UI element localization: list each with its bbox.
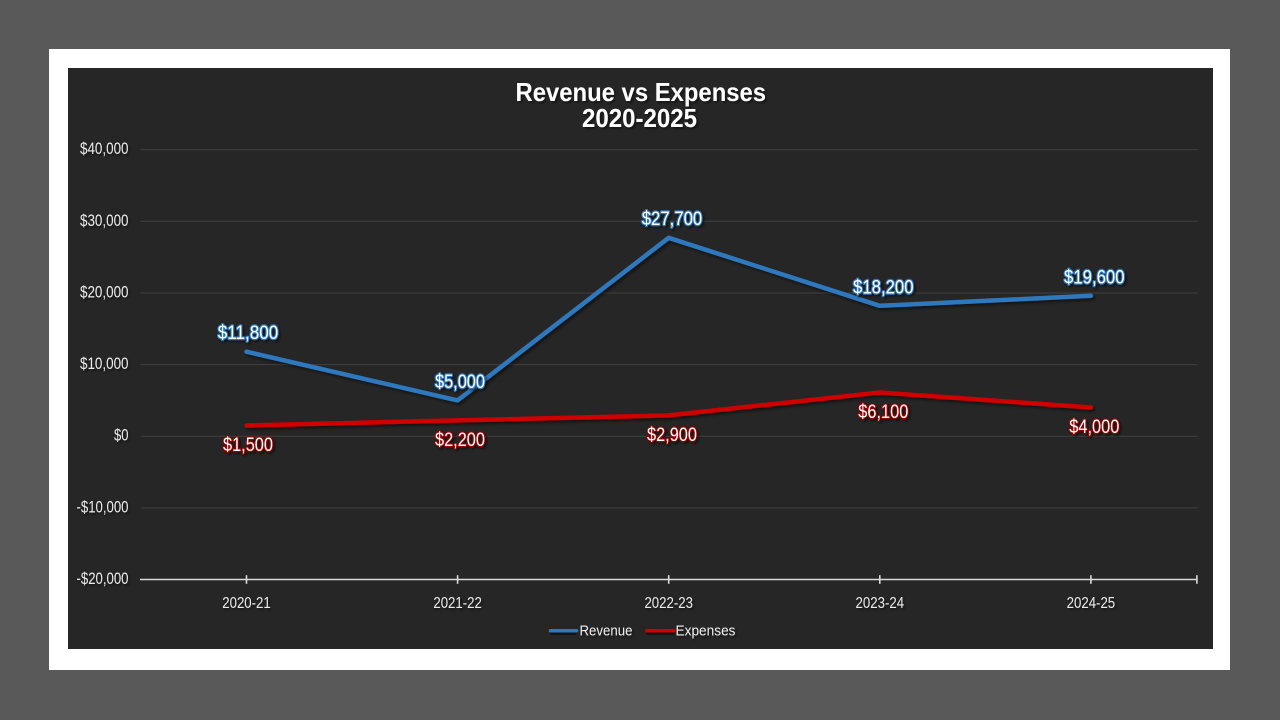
svg-text:$10,000: $10,000 — [80, 355, 129, 373]
svg-text:$5,000: $5,000 — [435, 372, 485, 393]
svg-text:Expenses: Expenses — [676, 623, 736, 640]
svg-text:$18,200: $18,200 — [853, 277, 914, 298]
svg-text:2024-25: 2024-25 — [1067, 595, 1116, 612]
svg-text:-$10,000: -$10,000 — [77, 498, 129, 516]
svg-text:2020-21: 2020-21 — [222, 595, 271, 612]
svg-text:-$20,000: -$20,000 — [77, 570, 129, 588]
svg-text:2020-2025: 2020-2025 — [582, 105, 697, 133]
svg-text:$4,000: $4,000 — [1069, 417, 1119, 438]
svg-text:Revenue: Revenue — [580, 623, 633, 640]
svg-text:$2,900: $2,900 — [647, 425, 697, 446]
svg-text:$1,500: $1,500 — [223, 435, 273, 456]
svg-text:$19,600: $19,600 — [1064, 267, 1125, 288]
svg-text:$20,000: $20,000 — [80, 284, 129, 302]
svg-text:$6,100: $6,100 — [858, 402, 908, 423]
svg-text:$27,700: $27,700 — [642, 209, 703, 230]
svg-text:$2,200: $2,200 — [435, 430, 485, 451]
svg-text:2022-23: 2022-23 — [644, 595, 693, 612]
svg-text:$11,800: $11,800 — [218, 323, 279, 344]
svg-text:Revenue vs Expenses: Revenue vs Expenses — [516, 79, 767, 107]
svg-text:$30,000: $30,000 — [80, 212, 129, 230]
svg-text:$0: $0 — [114, 427, 129, 445]
svg-text:$40,000: $40,000 — [80, 140, 129, 158]
svg-text:2023-24: 2023-24 — [856, 595, 905, 612]
svg-text:2021-22: 2021-22 — [433, 595, 482, 612]
